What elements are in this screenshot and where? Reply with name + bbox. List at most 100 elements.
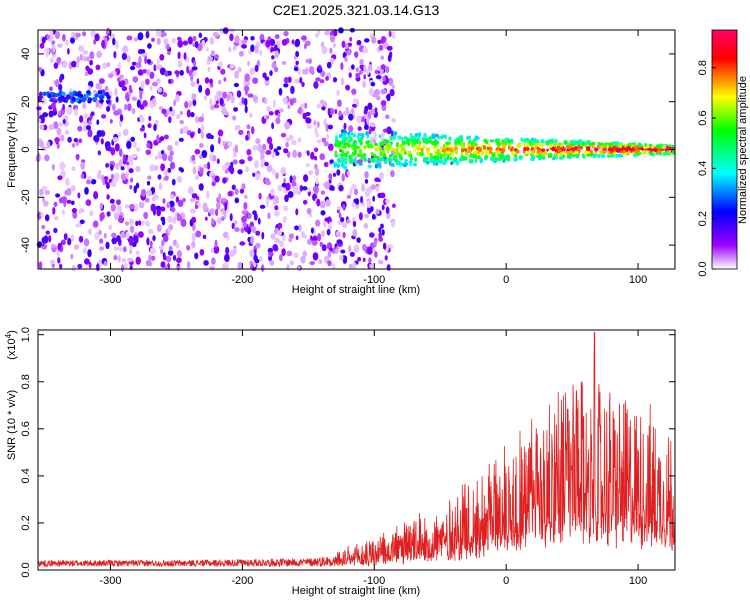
spectrogram-cell-2282 [530, 150, 535, 155]
spectrogram-cell-1425 [146, 142, 151, 149]
spectrogram-cell-831 [286, 250, 293, 257]
spectrogram-cell-234 [150, 255, 156, 261]
spectrogram-cell-113 [116, 199, 121, 206]
spectrogram-y-tick-label-0: -40 [20, 237, 32, 253]
spectrogram-cell-1247 [288, 233, 295, 239]
spectrogram-cell-1465 [267, 212, 271, 220]
spectrogram-cell-2016 [571, 147, 576, 152]
spectrogram-cell-118 [201, 150, 208, 158]
spectrogram-cell-963 [75, 32, 81, 38]
spectrogram-cell-2052 [425, 147, 431, 151]
spectrogram-cell-1038 [167, 154, 173, 162]
spectrogram-cell-936 [113, 246, 120, 251]
spectrogram-cell-2424 [536, 149, 541, 154]
spectrogram-cell-2212 [514, 157, 518, 162]
spectrogram-cell-916 [215, 208, 219, 217]
spectrogram-cell-2124 [585, 150, 590, 154]
spectrogram-cell-287 [311, 240, 318, 246]
spectrogram-cell-2379 [443, 148, 447, 153]
spectrogram-cell-987 [374, 177, 380, 182]
spectrogram-cell-1176 [133, 234, 137, 244]
spectrogram-cell-491 [203, 260, 209, 266]
spectrogram-cell-1206 [375, 208, 380, 215]
spectrogram-cell-1099 [391, 31, 396, 39]
spectrogram-cell-847 [186, 109, 191, 118]
spectrogram-cell-2402 [565, 145, 570, 149]
spectrogram-cell-1468 [365, 69, 370, 76]
spectrogram-cell-849 [224, 253, 230, 263]
spectrogram-cell-1069 [136, 99, 141, 108]
spectrogram-cell-507 [256, 143, 263, 152]
spectrogram-cell-156 [204, 216, 208, 221]
spectrogram-cell-516 [342, 231, 346, 239]
spectrogram-cell-918 [125, 231, 130, 240]
spectrogram-cell-567 [171, 37, 176, 44]
spectrogram-cell-698 [122, 45, 129, 54]
spectrogram-cell-2105 [432, 145, 436, 150]
spectrogram-cell-1133 [61, 196, 68, 203]
spectrogram-cell-1446 [105, 163, 109, 168]
spectrogram-cell-2404 [457, 142, 462, 146]
spectrogram-cell-724 [348, 125, 354, 133]
spectrogram-cell-690 [386, 126, 392, 135]
spectrogram-cell-796 [72, 211, 78, 219]
spectrogram-cell-2074 [422, 144, 426, 149]
spectrogram-cell-2364 [387, 145, 392, 149]
spectrogram-cell-443 [378, 231, 383, 239]
spectrogram-cell-1432 [139, 92, 143, 100]
spectrogram-cell-1818 [407, 153, 411, 157]
spectrogram-cell-1366 [228, 165, 232, 172]
spectrogram-cell-464 [132, 241, 137, 248]
spectrogram-cell-1300 [62, 33, 66, 42]
spectrogram-cell-16 [209, 36, 214, 45]
spectrogram-cell-1336 [43, 235, 49, 244]
spectrogram-cell-1473 [86, 56, 90, 62]
spectrogram-cell-2197 [560, 142, 564, 148]
spectrogram-cell-1475 [198, 116, 205, 123]
spectrogram-cell-1138 [122, 129, 129, 136]
spectrogram-cell-1298 [48, 235, 52, 243]
spectrogram-cell-1111 [231, 222, 235, 230]
spectrogram-cell-1314 [210, 50, 215, 57]
spectrogram-cell-1959 [374, 147, 379, 152]
spectrogram-cell-2436 [352, 142, 357, 147]
spectrogram-cell-1163 [230, 96, 235, 104]
spectrogram-cell-913 [371, 36, 377, 44]
spectrogram-cell-824 [128, 168, 134, 174]
spectrogram-cell-842 [340, 249, 346, 254]
spectrogram-cell-1338 [265, 115, 270, 120]
spectrogram-cell-760 [174, 140, 179, 146]
spectrogram-cell-894 [189, 198, 195, 203]
spectrogram-cell-945 [365, 187, 371, 196]
spectrogram-cell-2144 [341, 140, 345, 145]
spectrogram-cell-1232 [367, 102, 373, 111]
spectrogram-cell-966 [320, 41, 325, 48]
spectrogram-cell-1304 [95, 64, 101, 71]
spectrogram-cell-1345 [301, 186, 308, 191]
spectrogram-cell-1287 [333, 29, 338, 37]
spectrogram-cell-2259 [336, 163, 341, 169]
spectrogram-cell-998 [211, 181, 216, 187]
spectrogram-cell-1323 [139, 116, 145, 123]
spectrogram-cell-1481 [174, 70, 180, 75]
spectrogram-cell-1011 [71, 207, 77, 214]
spectrogram-cell-947 [161, 239, 165, 247]
spectrogram-cell-1125 [241, 39, 248, 45]
spectrogram-cell-994 [385, 199, 391, 204]
spectrogram-cell-1428 [77, 209, 83, 214]
spectrogram-cell-1271 [41, 97, 47, 105]
spectrogram-cell-717 [148, 115, 152, 122]
spectrogram-cell-2299 [374, 142, 378, 146]
spectrogram-cell-60 [381, 104, 387, 112]
spectrogram-cell-723 [345, 106, 350, 115]
spectrogram-cell-257 [385, 206, 390, 214]
spectrogram-cell-1758 [382, 149, 386, 154]
spectrogram-cell-904 [83, 112, 89, 119]
spectrogram-cell-2331 [551, 138, 554, 144]
spectrogram-cell-2343 [365, 140, 369, 145]
spectrogram-cell-1248 [273, 210, 280, 217]
spectrogram-cell-1257 [153, 165, 159, 171]
spectrogram-cell-2054 [348, 157, 352, 163]
spectrogram-cell-821 [234, 35, 240, 44]
spectrogram-cell-2237 [494, 157, 499, 161]
